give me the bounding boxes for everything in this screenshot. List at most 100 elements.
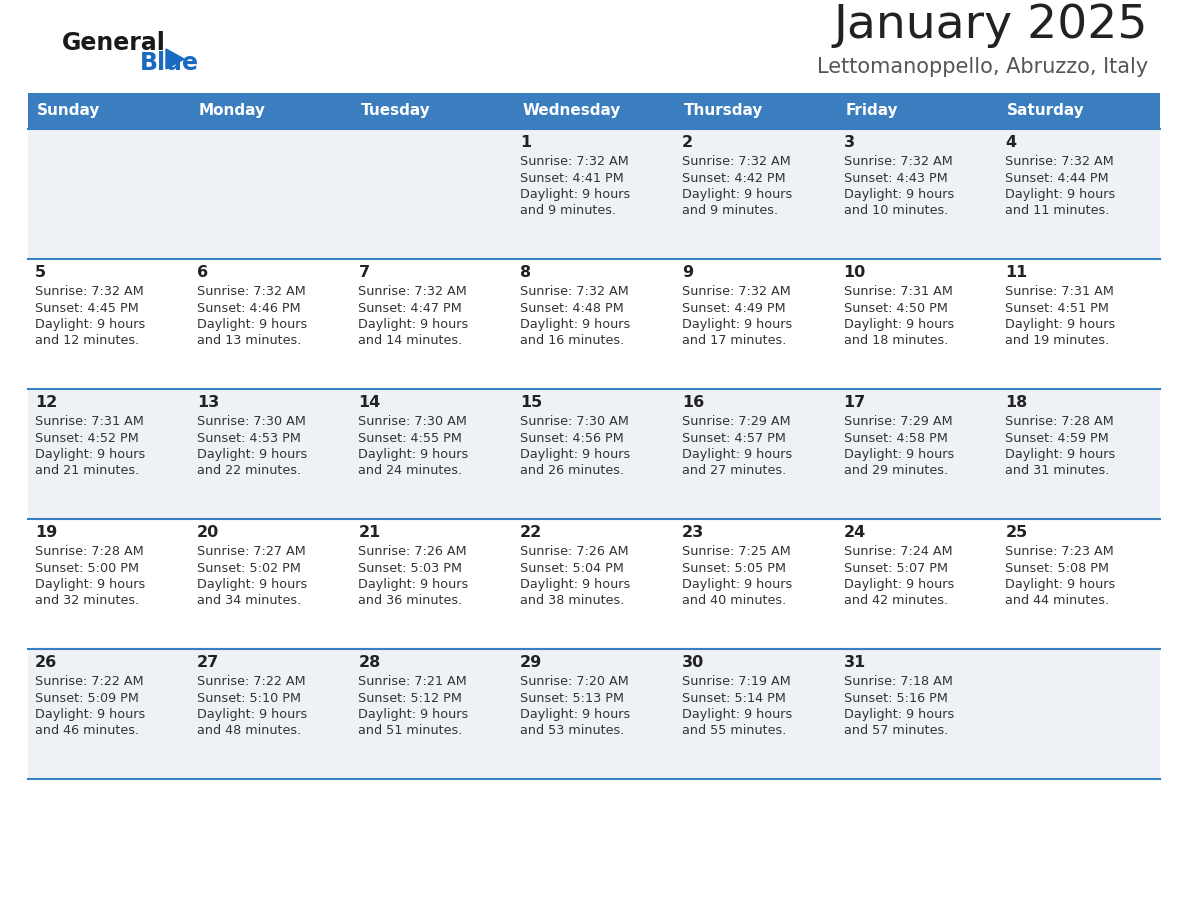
Text: 18: 18	[1005, 395, 1028, 410]
Text: Daylight: 9 hours: Daylight: 9 hours	[682, 318, 792, 331]
Text: Sunset: 4:49 PM: Sunset: 4:49 PM	[682, 301, 785, 315]
Bar	[190, 93, 352, 129]
Text: Daylight: 9 hours: Daylight: 9 hours	[520, 708, 631, 721]
Bar	[513, 129, 675, 259]
Text: Saturday: Saturday	[1007, 104, 1085, 118]
Text: Sunset: 5:03 PM: Sunset: 5:03 PM	[359, 562, 462, 575]
Bar	[998, 389, 1159, 519]
Text: Daylight: 9 hours: Daylight: 9 hours	[197, 578, 307, 591]
Text: Sunset: 4:55 PM: Sunset: 4:55 PM	[359, 431, 462, 444]
Text: Sunrise: 7:32 AM: Sunrise: 7:32 AM	[682, 155, 790, 168]
Bar	[352, 259, 513, 389]
Text: Sunset: 4:43 PM: Sunset: 4:43 PM	[843, 172, 947, 185]
Text: Daylight: 9 hours: Daylight: 9 hours	[682, 708, 792, 721]
Text: Sunrise: 7:28 AM: Sunrise: 7:28 AM	[1005, 415, 1114, 428]
Text: Sunrise: 7:19 AM: Sunrise: 7:19 AM	[682, 675, 790, 688]
Text: 25: 25	[1005, 525, 1028, 540]
Text: Sunrise: 7:31 AM: Sunrise: 7:31 AM	[1005, 285, 1114, 298]
Bar	[675, 389, 836, 519]
Text: Daylight: 9 hours: Daylight: 9 hours	[359, 708, 469, 721]
Bar	[998, 519, 1159, 649]
Text: Sunset: 5:10 PM: Sunset: 5:10 PM	[197, 691, 301, 704]
Text: Sunset: 5:13 PM: Sunset: 5:13 PM	[520, 691, 624, 704]
Text: 31: 31	[843, 655, 866, 670]
Text: Sunrise: 7:22 AM: Sunrise: 7:22 AM	[197, 675, 305, 688]
Text: and 53 minutes.: and 53 minutes.	[520, 724, 625, 737]
Text: 9: 9	[682, 265, 693, 280]
Bar	[352, 519, 513, 649]
Text: and 40 minutes.: and 40 minutes.	[682, 595, 786, 608]
Text: and 13 minutes.: and 13 minutes.	[197, 334, 301, 348]
Text: Sunrise: 7:27 AM: Sunrise: 7:27 AM	[197, 545, 305, 558]
Text: and 27 minutes.: and 27 minutes.	[682, 465, 786, 477]
Bar	[513, 649, 675, 779]
Bar	[998, 649, 1159, 779]
Text: Daylight: 9 hours: Daylight: 9 hours	[520, 578, 631, 591]
Text: 29: 29	[520, 655, 543, 670]
Bar	[190, 389, 352, 519]
Text: 11: 11	[1005, 265, 1028, 280]
Text: Daylight: 9 hours: Daylight: 9 hours	[843, 448, 954, 461]
Text: and 17 minutes.: and 17 minutes.	[682, 334, 786, 348]
Text: and 9 minutes.: and 9 minutes.	[520, 205, 617, 218]
Text: Sunrise: 7:32 AM: Sunrise: 7:32 AM	[520, 285, 628, 298]
Text: and 24 minutes.: and 24 minutes.	[359, 465, 462, 477]
Text: Sunset: 4:44 PM: Sunset: 4:44 PM	[1005, 172, 1108, 185]
Text: and 21 minutes.: and 21 minutes.	[34, 465, 139, 477]
Text: Sunset: 4:50 PM: Sunset: 4:50 PM	[843, 301, 948, 315]
Text: 17: 17	[843, 395, 866, 410]
Text: Sunset: 4:45 PM: Sunset: 4:45 PM	[34, 301, 139, 315]
Text: Sunset: 4:52 PM: Sunset: 4:52 PM	[34, 431, 139, 444]
Text: Tuesday: Tuesday	[360, 104, 430, 118]
Text: 15: 15	[520, 395, 543, 410]
Bar	[513, 519, 675, 649]
Text: Daylight: 9 hours: Daylight: 9 hours	[520, 448, 631, 461]
Text: Sunset: 5:12 PM: Sunset: 5:12 PM	[359, 691, 462, 704]
Text: Daylight: 9 hours: Daylight: 9 hours	[843, 578, 954, 591]
Text: Sunset: 4:53 PM: Sunset: 4:53 PM	[197, 431, 301, 444]
Bar	[352, 129, 513, 259]
Bar	[190, 649, 352, 779]
Text: and 32 minutes.: and 32 minutes.	[34, 595, 139, 608]
Text: Daylight: 9 hours: Daylight: 9 hours	[197, 708, 307, 721]
Text: 20: 20	[197, 525, 219, 540]
Text: 26: 26	[34, 655, 57, 670]
Text: Sunrise: 7:32 AM: Sunrise: 7:32 AM	[34, 285, 144, 298]
Text: Daylight: 9 hours: Daylight: 9 hours	[34, 708, 145, 721]
Text: Sunrise: 7:29 AM: Sunrise: 7:29 AM	[682, 415, 790, 428]
Text: Sunrise: 7:21 AM: Sunrise: 7:21 AM	[359, 675, 467, 688]
Bar	[190, 519, 352, 649]
Text: Sunrise: 7:30 AM: Sunrise: 7:30 AM	[197, 415, 305, 428]
Text: Sunrise: 7:29 AM: Sunrise: 7:29 AM	[843, 415, 953, 428]
Bar	[998, 129, 1159, 259]
Text: January 2025: January 2025	[834, 3, 1148, 48]
Text: 2: 2	[682, 135, 693, 150]
Text: Sunrise: 7:31 AM: Sunrise: 7:31 AM	[34, 415, 144, 428]
Text: and 36 minutes.: and 36 minutes.	[359, 595, 462, 608]
Text: Sunrise: 7:32 AM: Sunrise: 7:32 AM	[197, 285, 305, 298]
Polygon shape	[166, 49, 184, 69]
Text: 28: 28	[359, 655, 380, 670]
Text: 30: 30	[682, 655, 704, 670]
Bar	[513, 259, 675, 389]
Text: Sunrise: 7:32 AM: Sunrise: 7:32 AM	[843, 155, 953, 168]
Text: Daylight: 9 hours: Daylight: 9 hours	[843, 188, 954, 201]
Bar	[352, 93, 513, 129]
Text: and 19 minutes.: and 19 minutes.	[1005, 334, 1110, 348]
Text: and 51 minutes.: and 51 minutes.	[359, 724, 463, 737]
Text: 19: 19	[34, 525, 57, 540]
Bar	[29, 519, 190, 649]
Text: Sunset: 4:59 PM: Sunset: 4:59 PM	[1005, 431, 1110, 444]
Text: Sunrise: 7:26 AM: Sunrise: 7:26 AM	[359, 545, 467, 558]
Bar	[836, 519, 998, 649]
Text: Daylight: 9 hours: Daylight: 9 hours	[843, 318, 954, 331]
Text: and 9 minutes.: and 9 minutes.	[682, 205, 778, 218]
Text: Sunset: 5:16 PM: Sunset: 5:16 PM	[843, 691, 948, 704]
Bar	[836, 129, 998, 259]
Text: Sunset: 5:04 PM: Sunset: 5:04 PM	[520, 562, 624, 575]
Text: Sunset: 4:48 PM: Sunset: 4:48 PM	[520, 301, 624, 315]
Text: 3: 3	[843, 135, 854, 150]
Text: Sunrise: 7:28 AM: Sunrise: 7:28 AM	[34, 545, 144, 558]
Text: Sunrise: 7:22 AM: Sunrise: 7:22 AM	[34, 675, 144, 688]
Text: Sunset: 4:58 PM: Sunset: 4:58 PM	[843, 431, 948, 444]
